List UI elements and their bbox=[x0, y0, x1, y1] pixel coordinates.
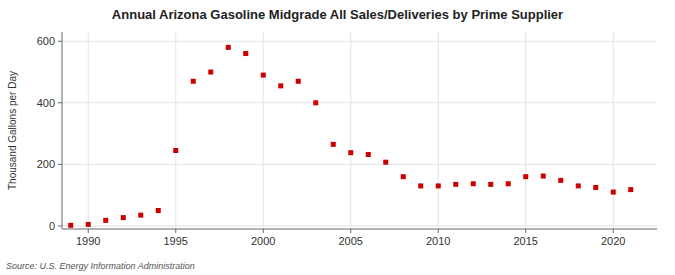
tick-label: 2005 bbox=[339, 235, 363, 247]
point bbox=[523, 174, 528, 179]
grid-line bbox=[175, 32, 176, 229]
tick-label: 600 bbox=[37, 35, 55, 47]
point bbox=[121, 215, 126, 220]
tick-label: 200 bbox=[37, 158, 55, 170]
tick-label: 1990 bbox=[76, 235, 100, 247]
tick-mark bbox=[58, 164, 62, 165]
source: Source: U.S. Energy Information Administ… bbox=[6, 261, 195, 271]
tick-label: 0 bbox=[49, 220, 55, 232]
point bbox=[418, 183, 423, 188]
point bbox=[541, 174, 546, 179]
tick-mark bbox=[350, 229, 351, 233]
point bbox=[401, 174, 406, 179]
point bbox=[278, 83, 283, 88]
point bbox=[383, 160, 388, 165]
tick-mark bbox=[613, 229, 614, 233]
point bbox=[576, 183, 581, 188]
point bbox=[226, 45, 231, 50]
point bbox=[103, 218, 108, 223]
tick-mark bbox=[58, 225, 62, 226]
point bbox=[453, 182, 458, 187]
grid-line bbox=[613, 32, 614, 229]
point bbox=[313, 100, 318, 105]
point bbox=[296, 79, 301, 84]
point bbox=[331, 142, 336, 147]
point bbox=[348, 150, 353, 155]
ticks: 1990 1995 2000 2005 2010 2015 2020 0 200 400 600 bbox=[37, 35, 626, 247]
point bbox=[138, 213, 143, 218]
tick-mark bbox=[58, 102, 62, 103]
grid bbox=[62, 32, 657, 229]
point bbox=[436, 183, 441, 188]
y-axis-label: Thousand Gallons per Day bbox=[7, 71, 18, 190]
point bbox=[86, 222, 91, 227]
point bbox=[366, 152, 371, 157]
grid-line bbox=[62, 225, 657, 226]
tick-label: 400 bbox=[37, 97, 55, 109]
grid-line bbox=[525, 32, 526, 229]
grid-line bbox=[263, 32, 264, 229]
points bbox=[68, 45, 633, 228]
y-axis bbox=[62, 32, 63, 229]
point bbox=[593, 185, 598, 190]
tick-label: 2010 bbox=[426, 235, 450, 247]
point bbox=[243, 51, 248, 56]
grid-line bbox=[438, 32, 439, 229]
grid-line bbox=[62, 102, 657, 103]
tick-mark bbox=[525, 229, 526, 233]
tick-mark bbox=[438, 229, 439, 233]
point bbox=[68, 223, 73, 228]
point bbox=[261, 73, 266, 78]
point bbox=[506, 181, 511, 186]
point bbox=[208, 70, 213, 75]
point bbox=[156, 208, 161, 213]
point bbox=[558, 178, 563, 183]
tick-mark bbox=[175, 229, 176, 233]
tick-label: 1995 bbox=[164, 235, 188, 247]
chart: 1990 1995 2000 2005 2010 2015 2020 0 200 400 600 An… bbox=[0, 0, 675, 275]
point bbox=[488, 182, 493, 187]
point bbox=[611, 190, 616, 195]
tick-mark bbox=[58, 41, 62, 42]
x-axis bbox=[62, 229, 657, 230]
tick-mark bbox=[263, 229, 264, 233]
title: Annual Arizona Gasoline Midgrade All Sal… bbox=[112, 7, 563, 22]
tick-label: 2020 bbox=[601, 235, 625, 247]
point bbox=[173, 148, 178, 153]
point bbox=[471, 181, 476, 186]
grid-line bbox=[350, 32, 351, 229]
tick-mark bbox=[88, 229, 89, 233]
grid-line bbox=[62, 41, 657, 42]
point bbox=[628, 187, 633, 192]
tick-label: 2015 bbox=[514, 235, 538, 247]
grid-line bbox=[62, 164, 657, 165]
grid-line bbox=[88, 32, 89, 229]
point bbox=[191, 79, 196, 84]
tick-label: 2000 bbox=[251, 235, 275, 247]
